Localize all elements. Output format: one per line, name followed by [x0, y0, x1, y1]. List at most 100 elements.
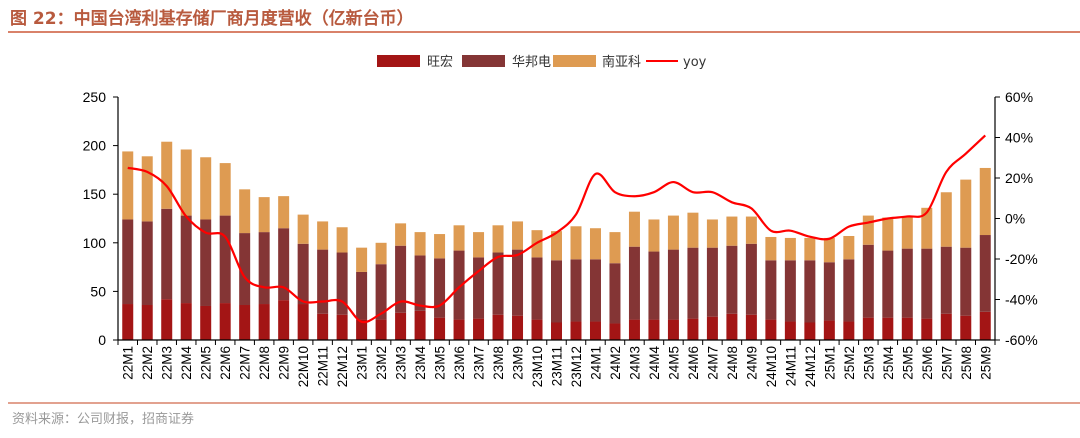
bar-macronix [921, 318, 933, 340]
x-tick-label: 25M2 [842, 346, 857, 380]
x-tick-label: 24M8 [725, 346, 740, 380]
bar-nanya [414, 232, 426, 256]
bar-nanya [258, 197, 270, 233]
bar-winbond [882, 250, 894, 318]
x-tick-label: 24M11 [783, 346, 798, 386]
bar-nanya [473, 232, 485, 258]
x-tick-label: 22M10 [296, 346, 311, 387]
x-tick-label: 22M3 [160, 346, 175, 380]
x-tick-label: 22M6 [218, 346, 233, 380]
legend-label-macronix: 旺宏 [427, 55, 453, 70]
y2-tick-label: 60% [1005, 89, 1033, 105]
bar-nanya [453, 225, 465, 251]
bar-macronix [706, 316, 718, 340]
bar-macronix [979, 311, 991, 340]
legend-swatch-winbond [462, 55, 505, 67]
bar-winbond [278, 228, 290, 301]
bar-winbond [141, 221, 153, 306]
bar-macronix [882, 317, 894, 340]
bar-winbond [823, 262, 835, 321]
bar-macronix [960, 315, 972, 340]
y-tick-label: 50 [90, 283, 106, 299]
y2-tick-label: -60% [1005, 332, 1038, 348]
x-tick-label: 25M9 [978, 346, 993, 380]
bar-macronix [609, 323, 621, 340]
bar-macronix [141, 305, 153, 340]
x-tick-label: 25M1 [822, 346, 837, 380]
bar-winbond [706, 247, 718, 317]
bar-winbond [395, 245, 407, 313]
bar-nanya [862, 215, 874, 245]
bar-macronix [843, 321, 855, 340]
bar-macronix [765, 319, 777, 340]
bar-winbond [940, 246, 952, 314]
x-tick-label: 22M7 [238, 346, 253, 380]
bar-macronix [512, 315, 524, 340]
bar-winbond [687, 247, 699, 319]
x-tick-label: 25M6 [920, 346, 935, 380]
bar-winbond [219, 215, 231, 304]
bar-winbond [609, 263, 621, 324]
bar-nanya [667, 215, 679, 250]
bar-nanya [979, 167, 991, 236]
bar-macronix [453, 319, 465, 340]
bar-macronix [687, 318, 699, 340]
bar-nanya [356, 247, 368, 272]
bar-macronix [297, 304, 309, 340]
bar-nanya [940, 192, 952, 247]
x-tick-label: 23M12 [569, 346, 584, 387]
bar-winbond [258, 232, 270, 305]
bar-nanya [648, 219, 660, 252]
bar-nanya [278, 196, 290, 229]
bar-winbond [784, 260, 796, 322]
legend-label-nanya: 南亚科 [602, 54, 641, 70]
bar-macronix [589, 321, 601, 340]
bar-macronix [804, 322, 816, 340]
x-tick-label: 23M7 [472, 346, 487, 380]
bar-winbond [901, 248, 913, 318]
x-tick-label: 22M1 [121, 346, 136, 380]
yoy-line [127, 134, 987, 324]
bar-macronix [161, 299, 173, 340]
x-tick-label: 25M4 [881, 346, 896, 380]
bar-macronix [278, 300, 290, 340]
bar-macronix [414, 310, 426, 340]
bar-winbond [589, 259, 601, 322]
figure-title: 图 22：中国台湾利基存储厂商月度营收（亿新台币） [10, 8, 414, 29]
bar-macronix [336, 314, 348, 340]
bar-nanya [492, 225, 504, 253]
bar-nanya [628, 211, 640, 247]
x-tick-label: 25M5 [900, 346, 915, 380]
x-tick-label: 24M4 [647, 346, 662, 380]
x-tick-label: 22M2 [140, 346, 155, 380]
bar-winbond [960, 247, 972, 316]
bar-nanya [726, 216, 738, 246]
x-tick-label: 24M6 [686, 346, 701, 380]
x-tick-label: 24M5 [666, 346, 681, 380]
bar-nanya [784, 237, 796, 261]
bar-winbond [843, 259, 855, 322]
bar-winbond [317, 249, 329, 314]
bar-macronix [551, 322, 562, 340]
bar-macronix [726, 313, 738, 340]
x-tick-label: 22M8 [257, 346, 272, 380]
x-tick-label: 23M2 [374, 346, 389, 380]
bar-nanya [765, 236, 777, 261]
bar-nanya [434, 234, 446, 259]
bar-winbond [239, 233, 251, 306]
bar-winbond [414, 255, 426, 311]
y2-tick-label: 0% [1005, 211, 1025, 227]
bar-nanya [843, 235, 855, 260]
bar-nanya [200, 157, 212, 220]
bar-macronix [648, 319, 660, 340]
bar-winbond [473, 257, 485, 319]
bar-nanya [921, 207, 933, 249]
bar-nanya [804, 237, 816, 261]
bar-nanya [219, 163, 231, 216]
y2-tick-label: -40% [1005, 292, 1038, 308]
x-tick-label: 23M4 [413, 346, 428, 380]
x-tick-label: 23M3 [394, 346, 409, 380]
bar-winbond [551, 260, 562, 323]
x-tick-label: 25M3 [861, 346, 876, 380]
x-tick-label: 24M3 [627, 346, 642, 380]
